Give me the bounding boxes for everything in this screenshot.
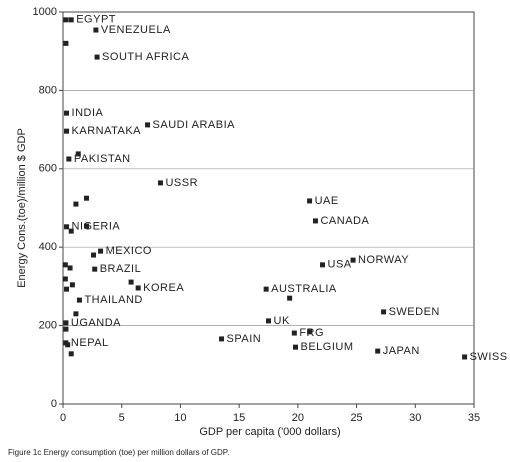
- point: [145, 122, 151, 128]
- point-label: UK: [274, 315, 290, 327]
- point: [62, 262, 68, 268]
- point: [67, 265, 73, 271]
- y-tick-label: 400: [39, 241, 57, 253]
- x-tick-label: 10: [174, 412, 186, 424]
- point: [68, 228, 74, 234]
- point-label: USSR: [165, 177, 198, 189]
- point: [62, 276, 68, 282]
- point: [307, 329, 313, 335]
- point-label: PAKISTAN: [74, 153, 131, 165]
- point-label: AUSTRALIA: [271, 283, 337, 295]
- point-label: NEPAL: [71, 337, 109, 349]
- point: [307, 198, 313, 204]
- x-tick-label: 15: [233, 412, 245, 424]
- point: [312, 218, 318, 224]
- point-label: USA: [328, 259, 352, 271]
- point-label: KOREA: [143, 282, 184, 294]
- point-label: BRAZIL: [100, 263, 142, 275]
- point: [135, 285, 141, 291]
- point-label: EGYPT: [76, 14, 116, 26]
- point: [92, 266, 98, 272]
- point-label: THAILAND: [84, 294, 142, 306]
- x-axis-label: GDP per capita ('000 dollars): [199, 426, 340, 438]
- point-label: SWEDEN: [389, 306, 440, 318]
- x-tick-label: 30: [409, 412, 421, 424]
- y-tick-label: 600: [39, 163, 57, 175]
- point-label: UGANDA: [71, 317, 121, 329]
- point-label: JAPAN: [383, 345, 420, 357]
- point: [64, 286, 70, 292]
- point: [381, 309, 387, 315]
- point: [350, 257, 356, 263]
- point-label: VENEZUELA: [101, 24, 171, 36]
- y-tick-label: 1000: [33, 6, 57, 18]
- point: [63, 320, 69, 326]
- point: [64, 110, 70, 116]
- point-label: INDIA: [72, 107, 104, 119]
- x-tick-label: 35: [468, 412, 480, 424]
- x-tick-label: 0: [60, 412, 66, 424]
- point-label: SAUDI ARABIA: [153, 119, 236, 131]
- point: [128, 279, 134, 285]
- point: [63, 326, 69, 332]
- point: [291, 330, 297, 336]
- point: [63, 40, 69, 46]
- point: [293, 344, 299, 350]
- point: [219, 336, 225, 342]
- point: [75, 151, 81, 157]
- point: [73, 201, 79, 207]
- point: [73, 311, 79, 317]
- plot-frame: [62, 11, 475, 405]
- caption: Figure 1c Energy consumption (toe) per m…: [8, 448, 229, 457]
- x-tick-label: 5: [119, 412, 125, 424]
- point: [69, 282, 75, 288]
- y-axis-label: Energy Cons.(toe)/million $ GDP: [16, 128, 28, 288]
- point-label: SPAIN: [227, 333, 262, 345]
- point-label: SWISS: [470, 351, 508, 363]
- point: [320, 262, 326, 268]
- point-label: UAE: [315, 195, 339, 207]
- point-label: SOUTH AFRICA: [102, 51, 189, 63]
- y-tick-label: 200: [39, 320, 57, 332]
- point: [66, 156, 72, 162]
- point: [64, 128, 70, 134]
- point: [63, 17, 69, 23]
- point: [76, 297, 82, 303]
- point: [65, 342, 71, 348]
- point-label: CANADA: [320, 215, 369, 227]
- point: [287, 295, 293, 301]
- y-tick-label: 800: [39, 84, 57, 96]
- point: [462, 354, 468, 360]
- point-label: MEXICO: [106, 245, 152, 257]
- point-label: KARNATAKA: [72, 125, 142, 137]
- point: [93, 27, 99, 33]
- y-tick-label: 0: [51, 398, 57, 410]
- point: [98, 248, 104, 254]
- point: [83, 195, 89, 201]
- point: [266, 318, 271, 324]
- point: [375, 348, 381, 354]
- point: [83, 223, 89, 229]
- point-label: BELGIUM: [301, 341, 354, 353]
- point: [64, 224, 70, 230]
- x-tick-label: 20: [292, 412, 304, 424]
- point-label: NORWAY: [358, 254, 409, 266]
- point-label: NIGERIA: [72, 221, 121, 233]
- point: [94, 54, 100, 60]
- x-tick-label: 25: [350, 412, 362, 424]
- point: [91, 252, 97, 258]
- point: [68, 351, 74, 357]
- point: [68, 17, 74, 23]
- point: [263, 286, 269, 292]
- point: [157, 180, 163, 186]
